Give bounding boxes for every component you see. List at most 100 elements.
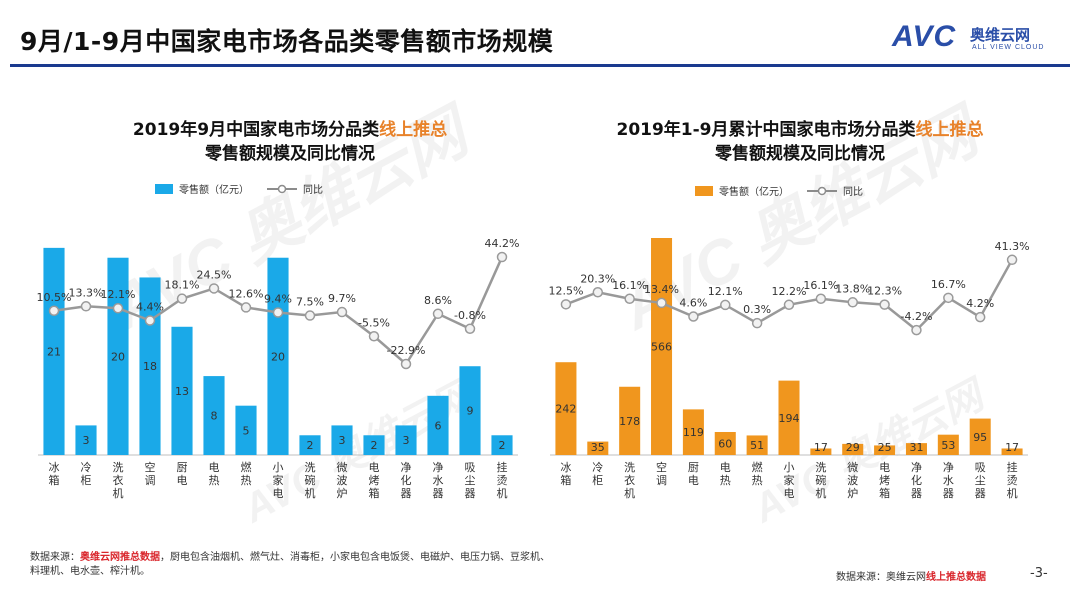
chart-1-yoy-point bbox=[464, 323, 476, 335]
chart-1-bar-value-label: 13 bbox=[175, 385, 189, 398]
logo-english-name: ALL VIEW CLOUD bbox=[972, 44, 1045, 51]
chart-2-legend-bar-swatch bbox=[695, 186, 713, 196]
chart-1-yoy-point bbox=[48, 305, 60, 317]
chart-1-yoy-point bbox=[496, 251, 508, 263]
chart-1-bar-value-label: 3 bbox=[403, 434, 410, 447]
chart-1-yoy-label: 9.7% bbox=[328, 292, 356, 305]
chart-1-yoy-point bbox=[144, 315, 156, 326]
chart-2-category-label: 净水器 bbox=[943, 460, 954, 500]
chart-1-legend-line-marker bbox=[277, 184, 287, 194]
chart-2-bar-value-label: 51 bbox=[750, 439, 764, 452]
chart-1-bar-value-label: 2 bbox=[371, 439, 378, 452]
chart-2-yoy-point bbox=[943, 292, 954, 304]
chart-2-yoy-point bbox=[783, 299, 795, 311]
chart-1-category-label: 燃热 bbox=[241, 460, 252, 487]
chart-2-yoy-point bbox=[656, 297, 667, 309]
chart-1-category-label: 电热 bbox=[209, 461, 220, 487]
chart-1-category-label: 冷柜 bbox=[81, 461, 92, 487]
chart-1-yoy-label: 13.3% bbox=[69, 286, 104, 299]
chart-2-bar-value-label: 60 bbox=[718, 437, 732, 450]
chart-1-category-label: 冰箱 bbox=[49, 461, 60, 487]
chart-2-bar-value-label: 35 bbox=[591, 441, 605, 454]
chart-2-bar bbox=[778, 380, 800, 455]
chart-1-yoy-label: -22.9% bbox=[387, 344, 426, 357]
chart-2-bar-value-label: 95 bbox=[973, 431, 987, 444]
chart-1-legend-bar-label: 零售额（亿元） bbox=[179, 183, 249, 196]
chart-2-yoy-point bbox=[847, 297, 858, 308]
chart-1-yoy-point bbox=[400, 358, 412, 370]
chart-1-bar bbox=[331, 425, 353, 455]
chart-1-yoy-point bbox=[80, 301, 92, 312]
chart-1-bar-value-label: 5 bbox=[243, 424, 250, 437]
chart-2-category-label: 微波炉 bbox=[847, 460, 858, 500]
chart-1-bar bbox=[491, 435, 513, 455]
footer-right-source: 线上推总数据 bbox=[926, 572, 986, 583]
chart-2-bar bbox=[587, 441, 609, 455]
chart-1-title-line2: 零售额规模及同比情况 bbox=[205, 144, 375, 164]
chart-2-yoy-label: 41.3% bbox=[995, 240, 1030, 253]
chart-1-bar-value-label: 3 bbox=[339, 434, 346, 447]
chart-1-category-label: 空调 bbox=[145, 460, 156, 487]
footer-right-prefix: 数据来源：奥维云网 bbox=[836, 572, 926, 583]
chart-2-yoy-point bbox=[592, 287, 604, 298]
chart-2-bar bbox=[714, 431, 736, 455]
chart-1-bar bbox=[75, 425, 97, 455]
chart-1-bar bbox=[267, 257, 289, 455]
chart-2-category-label: 吸尘器 bbox=[975, 461, 986, 500]
chart-1-title-prefix: 2019年9月中国家电市场分品类 bbox=[132, 120, 380, 140]
chart-1-category-label: 小家电 bbox=[273, 461, 284, 500]
chart-1-bar bbox=[427, 395, 449, 455]
chart-1-yoy-point bbox=[432, 308, 444, 320]
chart-2-category-label: 电烤箱 bbox=[879, 461, 890, 500]
chart-1-yoy-label: -0.8% bbox=[454, 309, 486, 322]
chart-1-bar-value-label: 6 bbox=[435, 419, 442, 432]
chart-2-category-label: 空调 bbox=[656, 460, 667, 487]
chart-2-bar bbox=[1001, 448, 1023, 455]
chart-2-yoy-label: 20.3% bbox=[580, 272, 615, 285]
title-divider bbox=[10, 64, 1070, 67]
chart-2-yoy-point bbox=[688, 311, 699, 322]
chart-1-bar-value-label: 9 bbox=[467, 405, 474, 418]
chart-1-yoy-label: 7.5% bbox=[296, 296, 324, 309]
chart-1-yoy-label: 12.6% bbox=[229, 287, 264, 300]
chart-2-yoy-point bbox=[911, 324, 922, 336]
chart-1-bar-value-label: 20 bbox=[111, 350, 125, 363]
chart-2-bar-value-label: 53 bbox=[941, 439, 955, 452]
chart-1-category-label: 洗碗机 bbox=[305, 461, 316, 500]
chart-1-yoy-label: 44.2% bbox=[485, 237, 520, 250]
chart-1-yoy-point bbox=[304, 310, 316, 321]
chart-2-yoy-label: 16.1% bbox=[612, 279, 647, 292]
chart-2-bar-value-label: 194 bbox=[779, 412, 800, 425]
chart-2-title-prefix: 2019年1-9月累计中国家电市场分品类 bbox=[616, 120, 916, 140]
chart-2-category-label: 挂烫机 bbox=[1007, 460, 1018, 500]
chart-2-yoy-label: 12.2% bbox=[772, 285, 807, 298]
chart-1-yoy-point bbox=[336, 306, 348, 318]
chart-2-category-label: 小家电 bbox=[784, 461, 795, 500]
chart-2-yoy-label: 13.4% bbox=[644, 283, 679, 296]
chart-1-title: 2019年9月中国家电市场分品类线上推总 零售额规模及同比情况 bbox=[40, 118, 540, 166]
chart-1-title-highlight: 线上推总 bbox=[379, 120, 448, 140]
chart-1-yoy-point bbox=[272, 307, 284, 318]
chart-1-legend-bar-swatch bbox=[155, 184, 173, 194]
chart-1-yoy-label: 9.4% bbox=[264, 293, 292, 306]
chart-2-bar bbox=[905, 443, 927, 455]
chart-2-title: 2019年1-9月累计中国家电市场分品类线上推总 零售额规模及同比情况 bbox=[540, 118, 1060, 166]
chart-1-category-label: 电烤箱 bbox=[369, 461, 380, 500]
chart-2-bar-value-label: 242 bbox=[555, 403, 576, 416]
chart-1-yoy-label: 18.1% bbox=[165, 279, 200, 292]
chart-2-title-line2: 零售额规模及同比情况 bbox=[715, 144, 885, 164]
chart-2-bar-value-label: 17 bbox=[814, 441, 828, 454]
logo-chinese-name: 奥维云网 bbox=[970, 26, 1031, 44]
chart-1-bar bbox=[171, 326, 193, 455]
chart-2-yoy-point bbox=[879, 299, 890, 310]
chart-2-bar-value-label: 566 bbox=[651, 341, 672, 354]
chart-1-category-label: 厨电 bbox=[177, 461, 188, 487]
chart-2-bar bbox=[619, 386, 641, 455]
chart-1-yoy-point bbox=[112, 302, 124, 314]
chart-1-yoy-point bbox=[208, 283, 220, 294]
chart-1-bar-value-label: 20 bbox=[271, 350, 285, 363]
chart-1-bar-value-label: 2 bbox=[307, 439, 314, 452]
chart-2-bar bbox=[937, 434, 959, 455]
chart-2-yoy-label: 13.8% bbox=[835, 282, 870, 295]
chart-2-bar bbox=[969, 418, 991, 455]
